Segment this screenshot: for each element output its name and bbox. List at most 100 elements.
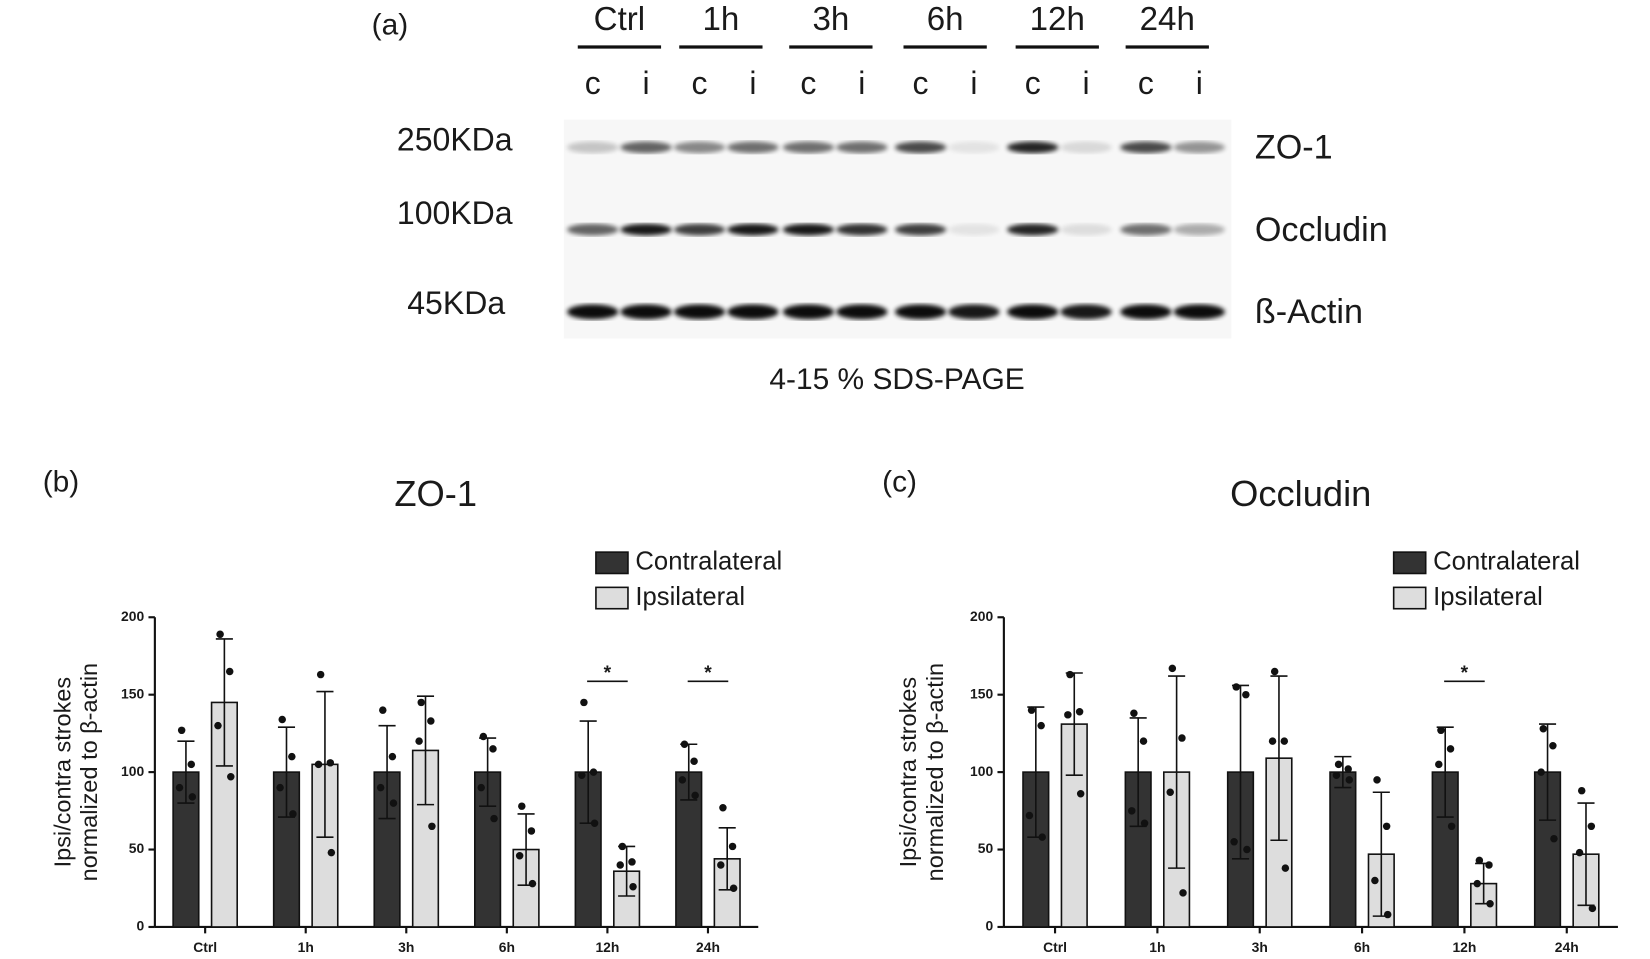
blot-band [1120,141,1172,154]
data-point [728,842,737,851]
data-point [327,848,336,857]
blot-band [782,304,835,320]
x-tick-label: 1h [298,939,314,955]
blot-band [727,223,779,236]
x-tick-label: 12h [1452,939,1476,955]
lane-group-label: 6h [927,1,964,38]
lane-group-label: 24h [1140,1,1195,38]
data-point [1382,822,1391,831]
data-point [188,793,197,801]
lane-label: c [692,65,708,101]
significance-label: * [1461,663,1469,684]
lane-label: i [970,65,977,101]
blot-band [1007,304,1059,320]
data-point [1128,807,1136,815]
blot-band [673,141,726,154]
data-point [1130,709,1138,718]
x-tick-label: 6h [1354,939,1370,955]
blot-band [620,304,672,320]
data-point [276,783,284,792]
data-point [1550,834,1558,843]
data-point [629,882,637,891]
data-point [1064,711,1072,719]
data-point [489,745,497,753]
blot-band [1120,223,1172,236]
data-point [729,884,738,892]
blot-band [948,223,1000,236]
data-point [288,752,296,761]
data-point [528,879,537,888]
protein-label: ZO-1 [1255,129,1333,167]
data-point [589,768,598,776]
data-point [175,783,184,792]
data-point [1038,833,1046,841]
data-point [1345,776,1354,784]
data-point [1446,745,1455,753]
lane-label: c [800,65,816,101]
marker-label: 45KDa [407,285,505,321]
lane-group-label: 1h [702,1,739,38]
data-point [628,858,636,866]
lane-label: i [1196,65,1203,101]
data-point [1371,876,1379,885]
bar [1329,771,1357,928]
legend-swatch [1392,551,1427,575]
y-tick-label: 200 [121,608,144,624]
data-point [1539,725,1548,733]
y-axis-label: Ipsi/contra strokes [895,677,921,868]
data-point [580,698,588,707]
data-point [1383,910,1392,919]
marker-label: 250KDa [397,122,513,158]
data-point [1139,737,1148,745]
data-point [1344,765,1352,773]
legend-swatch [595,551,629,575]
data-point [719,803,727,812]
data-point [177,726,186,735]
legend-swatch [595,586,629,610]
data-point [316,670,325,679]
x-tick-label: Ctrl [1043,939,1067,955]
data-point [1268,737,1277,745]
data-point [1166,788,1174,796]
blot-band [1173,304,1225,320]
legend-label: Contralateral [635,548,782,576]
data-point [578,771,586,779]
x-tick-label: 3h [398,939,414,955]
data-point [1281,864,1290,872]
data-point [1485,861,1493,869]
data-point [1140,819,1149,827]
blot-caption: 4-15 % SDS-PAGE [769,363,1024,396]
data-point [376,783,385,792]
panel-label: (a) [372,9,409,42]
data-point [227,773,235,781]
y-tick-label: 50 [129,840,145,856]
data-point [415,737,423,745]
lane-label: c [1025,65,1041,101]
y-axis-label: Ipsi/contra strokes [49,677,75,868]
data-point [1066,670,1074,679]
blot-band [836,141,888,154]
data-point [225,667,234,676]
data-point [1179,889,1187,897]
data-point [479,732,488,741]
blot-band [1007,223,1059,236]
data-point [490,814,498,823]
data-point [1037,721,1045,730]
data-point [1577,786,1586,795]
data-point [618,842,627,851]
lane-group-label: Ctrl [594,1,645,38]
lane-label: i [749,65,756,101]
data-point [717,861,725,869]
legend-label: Ipsilateral [635,583,745,611]
chart-title: Occludin [1230,473,1371,514]
y-tick-label: 50 [978,840,994,856]
blot-band [782,223,835,236]
lane-group-label: 12h [1030,1,1085,38]
data-point [1435,760,1443,769]
data-point [518,802,526,810]
lane-label: i [643,65,650,101]
data-point [1280,737,1289,745]
data-point [680,740,689,748]
data-point [1475,856,1484,865]
data-point [1178,734,1186,742]
